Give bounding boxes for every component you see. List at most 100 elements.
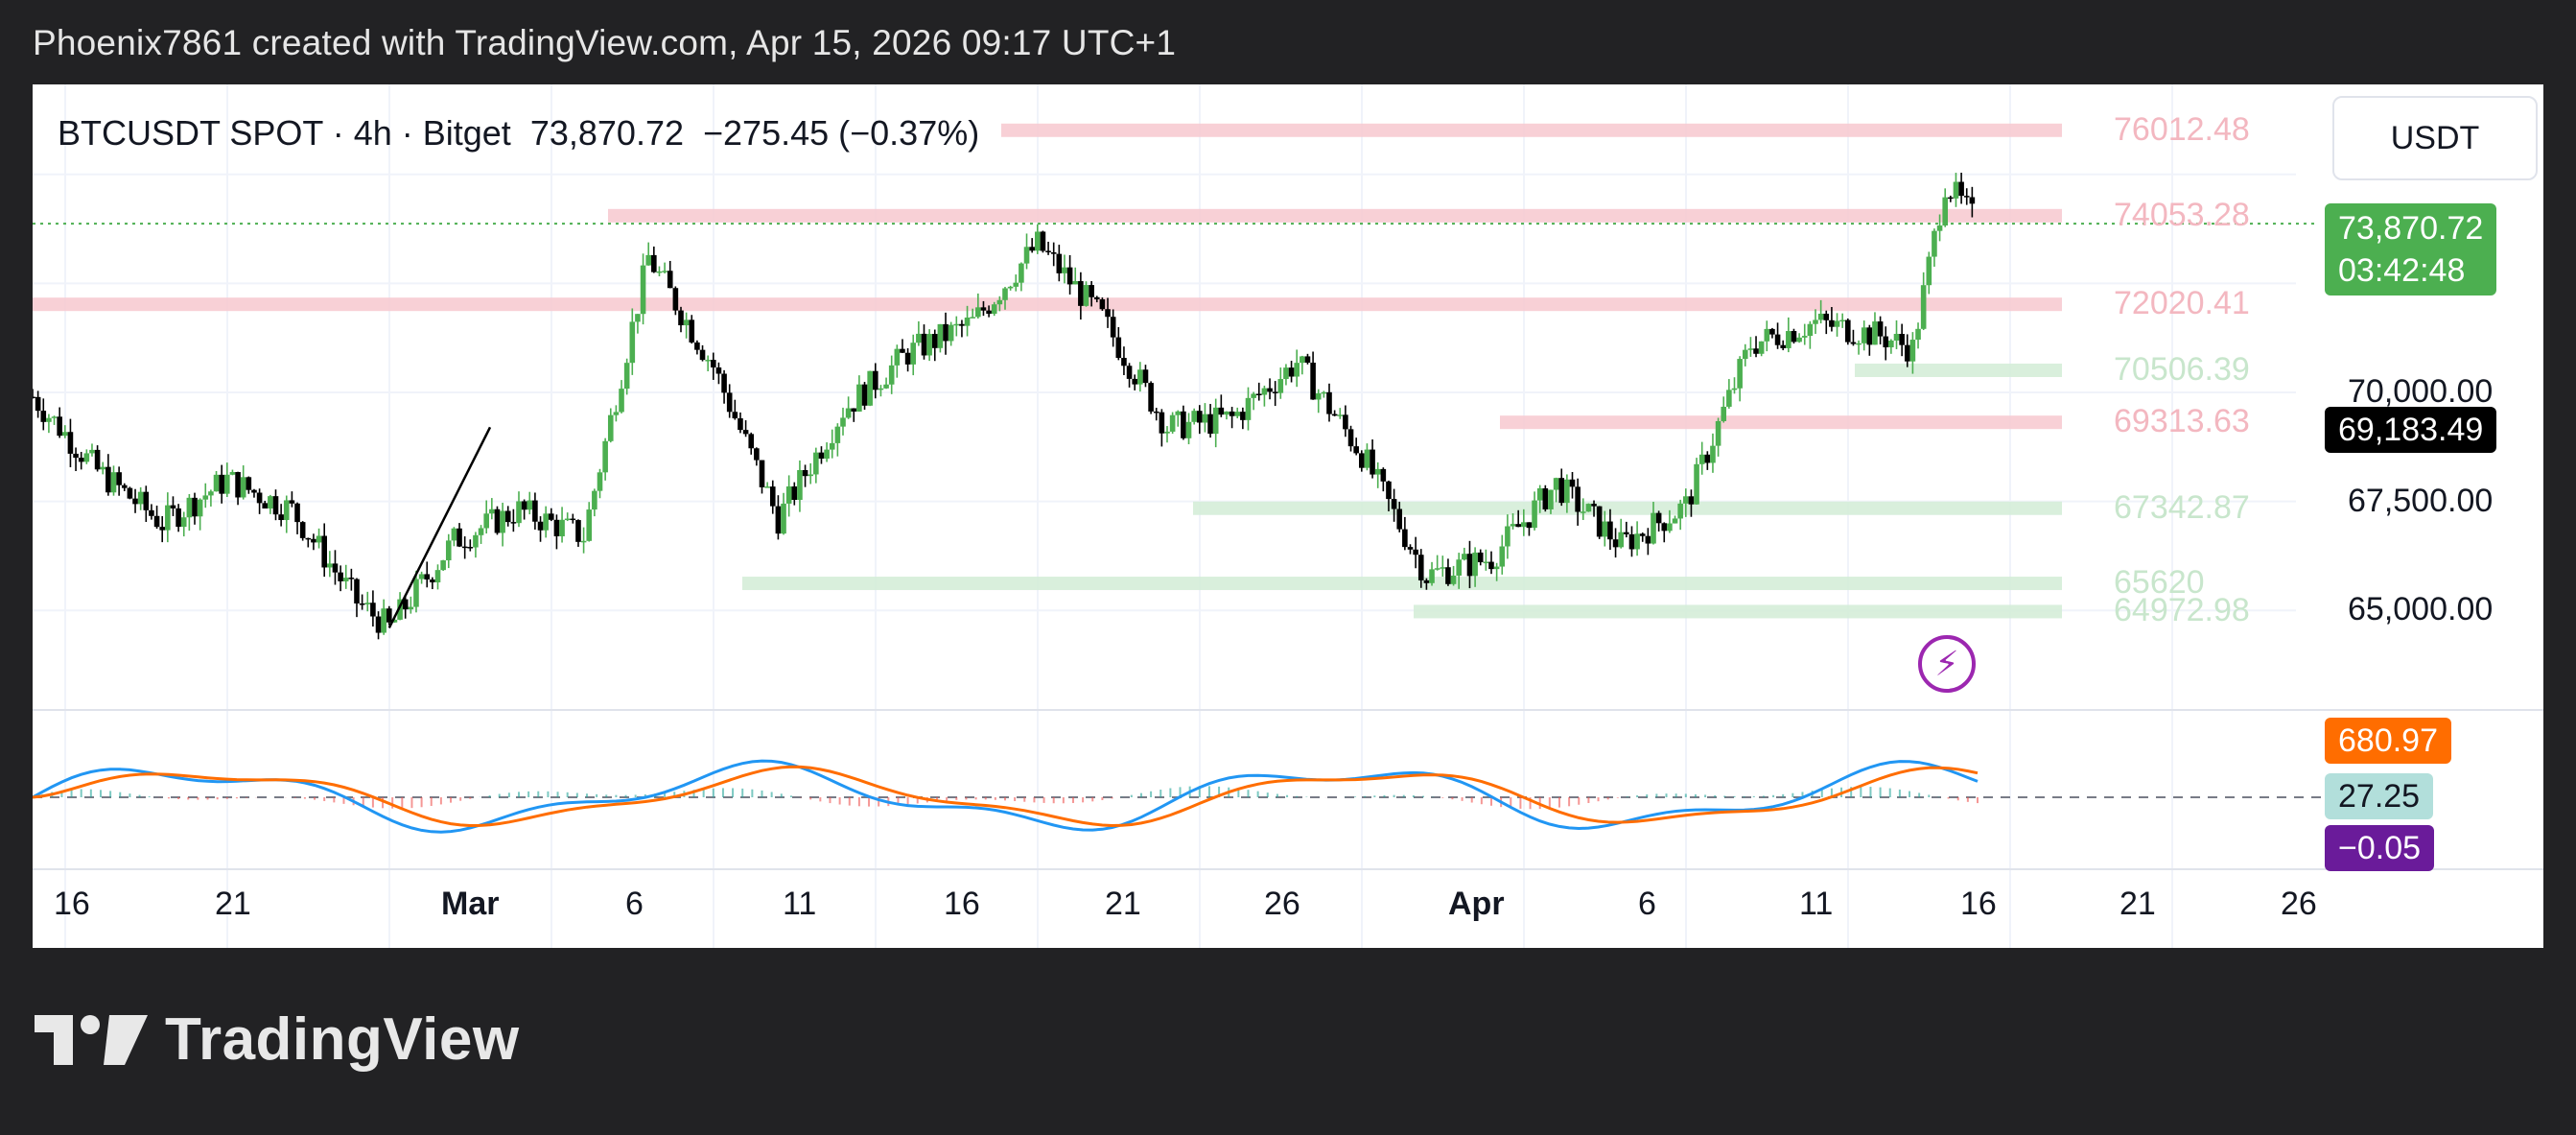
candle-body: [937, 323, 944, 348]
candle-body: [808, 474, 813, 477]
candle-body: [1002, 288, 1008, 300]
candle-body: [1310, 362, 1316, 400]
candle-body: [1774, 334, 1781, 345]
candle-body: [867, 370, 873, 406]
candle-body: [137, 491, 144, 505]
candle-body: [1796, 337, 1802, 343]
candle-body: [1142, 369, 1149, 384]
candles: [33, 173, 1976, 640]
candle-body: [1585, 504, 1592, 512]
candle-body: [635, 314, 641, 322]
trend-line: [387, 426, 492, 628]
candle-body: [683, 319, 690, 326]
candle-body: [1472, 552, 1478, 577]
candle-body: [1861, 327, 1867, 343]
level-zone-1: [608, 208, 2062, 223]
y-tick-label: 70,000.00: [2348, 373, 2494, 410]
candle-body: [461, 546, 468, 549]
candle-body: [1050, 252, 1057, 254]
candle-body: [1202, 414, 1208, 423]
candle-body: [1839, 319, 1845, 322]
candle-body: [1245, 397, 1252, 420]
candle-body: [543, 513, 549, 531]
candle-body: [1661, 523, 1668, 532]
candle-body: [467, 547, 474, 549]
candle-body: [1786, 331, 1791, 348]
candle-body: [1548, 489, 1554, 509]
candle-body: [1899, 333, 1905, 345]
level-label-2: 72020.41: [2114, 285, 2250, 322]
candle-body: [1364, 449, 1370, 468]
candle-body: [1618, 532, 1624, 548]
candle-body: [283, 500, 290, 521]
candle-body: [305, 537, 312, 540]
candle-body: [759, 460, 765, 487]
candle-body: [110, 472, 117, 493]
candle-body: [1515, 524, 1521, 528]
candle-body: [1580, 511, 1586, 513]
candle-body: [1261, 388, 1268, 395]
candle-body: [1710, 445, 1716, 463]
x-tick-label: 6: [625, 886, 644, 922]
candle-body: [149, 509, 154, 516]
candle-body: [246, 477, 252, 490]
candle-body: [1834, 320, 1840, 327]
candle-body: [926, 334, 932, 356]
candle-body: [143, 491, 150, 510]
candle-body: [1234, 412, 1241, 416]
candle-body: [1672, 518, 1678, 524]
candle-body: [1175, 411, 1182, 415]
candle-body: [159, 527, 165, 531]
candle-body: [689, 319, 695, 343]
candle-body: [1413, 549, 1418, 556]
candle-body: [1013, 282, 1019, 287]
candle-body: [483, 513, 489, 529]
candle-body: [1915, 328, 1921, 341]
candle-body: [1423, 579, 1430, 583]
candle-body: [1137, 369, 1143, 385]
chart-panel[interactable]: BTCUSDT SPOT · 4h · Bitget 73,870.72 −27…: [33, 84, 2543, 948]
candle-body: [381, 608, 386, 633]
tv-logo-icon: [35, 1014, 148, 1065]
candle-body: [1893, 333, 1900, 341]
candle-body: [397, 599, 403, 620]
candle-body: [910, 343, 917, 365]
candle-body: [473, 534, 479, 548]
candle-body: [1374, 468, 1381, 475]
candle-body: [1575, 486, 1581, 512]
candle-body: [1391, 499, 1397, 509]
candle-body: [931, 334, 938, 348]
candle-body: [510, 522, 517, 524]
price-chart-svg[interactable]: [33, 84, 2543, 948]
candle-body: [451, 528, 457, 541]
candle-body: [1639, 533, 1646, 536]
candle-body: [1045, 250, 1051, 253]
candle-body: [327, 563, 333, 568]
candle-body: [1651, 512, 1656, 544]
candle-body: [408, 606, 414, 610]
candle-body: [1510, 524, 1516, 527]
candle-body: [894, 348, 901, 366]
level-label-1: 74053.28: [2114, 196, 2250, 233]
candle-body: [213, 474, 220, 492]
lightning-icon[interactable]: ⚡: [1918, 635, 1976, 693]
candle-body: [180, 517, 187, 528]
candle-body: [440, 560, 446, 571]
candle-body: [1153, 411, 1159, 414]
candle-body: [1667, 523, 1673, 532]
candle-body: [900, 348, 905, 353]
candle-body: [1536, 487, 1543, 501]
level-label-0: 76012.48: [2114, 110, 2250, 148]
candle-body: [268, 496, 273, 508]
candle-body: [1721, 406, 1727, 421]
candle-body: [1304, 356, 1311, 363]
candle-body: [516, 501, 522, 524]
candle-body: [35, 396, 41, 412]
candle-body: [1396, 508, 1403, 530]
candle-body: [570, 518, 576, 521]
candle-body: [1466, 554, 1473, 577]
candle-body: [235, 472, 241, 498]
currency-unit-button[interactable]: USDT: [2332, 96, 2538, 180]
candle-body: [851, 408, 857, 412]
candle-body: [1942, 197, 1948, 226]
